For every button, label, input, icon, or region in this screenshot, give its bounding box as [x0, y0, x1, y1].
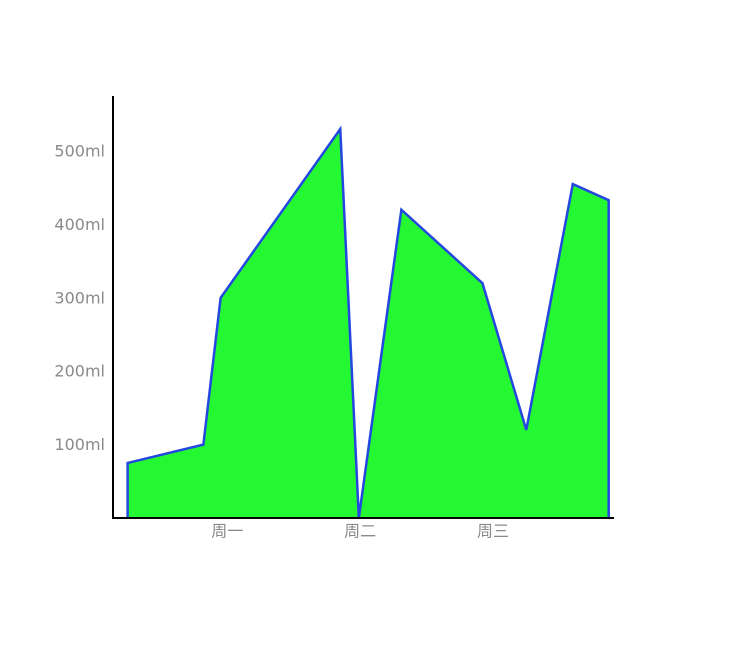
y-tick-label: 200ml: [54, 362, 105, 381]
y-tick-label: 100ml: [54, 435, 105, 454]
y-tick-label: 500ml: [54, 142, 105, 161]
x-tick-label: 周一: [211, 522, 243, 541]
x-tick-label: 周三: [477, 522, 509, 541]
y-tick-label: 300ml: [54, 288, 105, 307]
y-tick-label: 400ml: [54, 215, 105, 234]
x-tick-label: 周二: [344, 522, 376, 541]
x-axis-ticks: 周一 周二 周三: [211, 522, 509, 541]
area-series: [128, 129, 609, 518]
y-axis-ticks: 100ml 200ml 300ml 400ml 500ml: [54, 142, 105, 455]
